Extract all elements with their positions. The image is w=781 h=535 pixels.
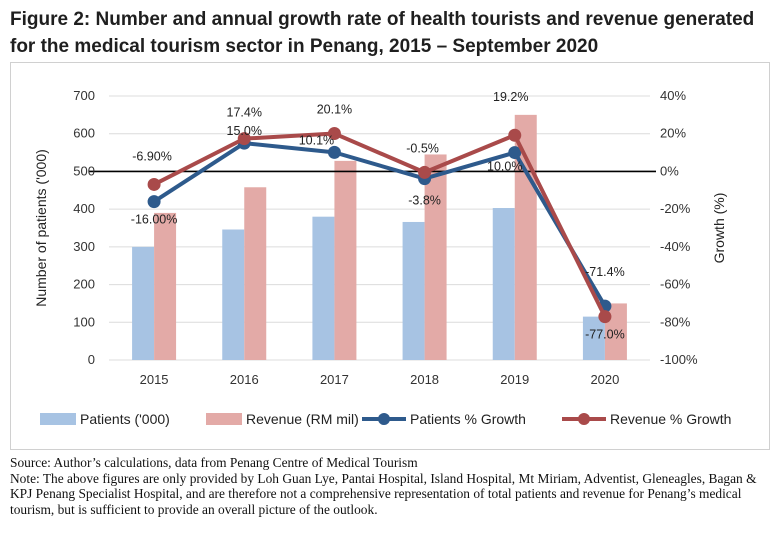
y2-tick-label: -40% (660, 239, 691, 254)
y2-tick-label: 20% (660, 126, 686, 141)
point-patients-growth (147, 195, 161, 209)
data-label: -6.90% (132, 149, 172, 163)
legend-label: Patients ('000) (80, 411, 170, 427)
source-text: Source: Author’s calculations, data from… (10, 455, 418, 470)
bar-group (132, 114, 627, 360)
line-group (147, 127, 612, 324)
y2-tick-label: -100% (660, 352, 698, 367)
bar-patients (132, 246, 155, 360)
y2-tick-label: -80% (660, 314, 691, 329)
point-revenue-growth (327, 127, 341, 141)
series-line-patients-growth (152, 141, 607, 308)
data-label: -0.5% (406, 141, 439, 155)
y2-tick-label: -60% (660, 277, 691, 292)
data-label: -3.8% (408, 194, 441, 208)
point-revenue-growth (237, 132, 251, 146)
y2-tick-label: 40% (660, 88, 686, 103)
y-tick-label: 100 (73, 314, 95, 329)
bar-patients (222, 229, 245, 360)
y-tick-label: 500 (73, 163, 95, 178)
y-axis-title: Number of patients ('000) (33, 149, 49, 307)
legend-marker (578, 413, 590, 425)
point-revenue-growth (598, 310, 612, 324)
data-label: -71.4% (585, 265, 625, 279)
bar-revenue (514, 114, 537, 360)
data-label: -16.00% (131, 213, 178, 227)
legend-marker (378, 413, 390, 425)
y-tick-label: 300 (73, 239, 95, 254)
y2-tick-label: 0% (660, 163, 679, 178)
series-line-revenue-growth (153, 131, 607, 318)
x-tick-label: 2017 (320, 372, 349, 387)
bar-patients (402, 221, 425, 360)
y-tick-label: 600 (73, 126, 95, 141)
y-tick-label: 400 (73, 201, 95, 216)
y2-tick-label: -20% (660, 201, 691, 216)
point-revenue-growth (147, 177, 161, 191)
bar-revenue (334, 160, 357, 360)
legend-swatch (206, 413, 242, 425)
bar-revenue (244, 187, 267, 360)
y-tick-label: 0 (88, 352, 95, 367)
bar-patients (492, 208, 515, 360)
data-label: 19.2% (493, 90, 528, 104)
axes: 0 100 200 300 400 500 600 700 -100% -80% -60% -40% -… (33, 88, 727, 387)
chart-frame (10, 62, 770, 450)
point-patients-growth (327, 145, 341, 159)
data-label: 15.0% (227, 124, 262, 138)
data-label: 10.0% (487, 160, 522, 174)
point-revenue-growth (508, 128, 522, 142)
legend-label: Revenue (RM mil) (246, 411, 359, 427)
y-tick-label: 700 (73, 88, 95, 103)
x-tick-label: 2018 (410, 372, 439, 387)
gridlines (109, 95, 650, 361)
legend-label: Revenue % Growth (610, 411, 731, 427)
point-patients-growth (508, 146, 522, 160)
bar-patients (312, 216, 335, 360)
legend-swatch (40, 413, 76, 425)
data-labels: -16.00% 15.0% 10.1% -3.8% 10.0% -71.4% -6.90% 1… (131, 90, 625, 341)
legend-label: Patients % Growth (410, 411, 526, 427)
combo-chart: -16.00% 15.0% 10.1% -3.8% 10.0% -71.4% -6.90% 1… (33, 88, 731, 427)
notes: Source: Author’s calculations, data from… (10, 455, 775, 517)
point-revenue-growth (418, 165, 432, 179)
y-tick-label: 200 (73, 277, 95, 292)
figure-title: Figure 2: Number and annual growth rate … (10, 9, 755, 57)
legend: Patients ('000) Revenue (RM mil) Patients … (40, 411, 731, 427)
note-text: Note: The above figures are only provide… (10, 470, 757, 517)
bar-revenue (154, 212, 177, 360)
x-tick-label: 2020 (590, 372, 619, 387)
data-label: -77.0% (585, 328, 625, 342)
data-label: 20.1% (317, 103, 352, 117)
bar-patients (582, 316, 605, 360)
y2-axis-title: Growth (%) (711, 193, 727, 264)
bar-revenue (424, 154, 447, 360)
x-tick-label: 2015 (140, 372, 169, 387)
x-tick-label: 2019 (500, 372, 529, 387)
data-label: 10.1% (299, 133, 334, 147)
data-label: 17.4% (227, 106, 262, 120)
x-tick-label: 2016 (230, 372, 259, 387)
